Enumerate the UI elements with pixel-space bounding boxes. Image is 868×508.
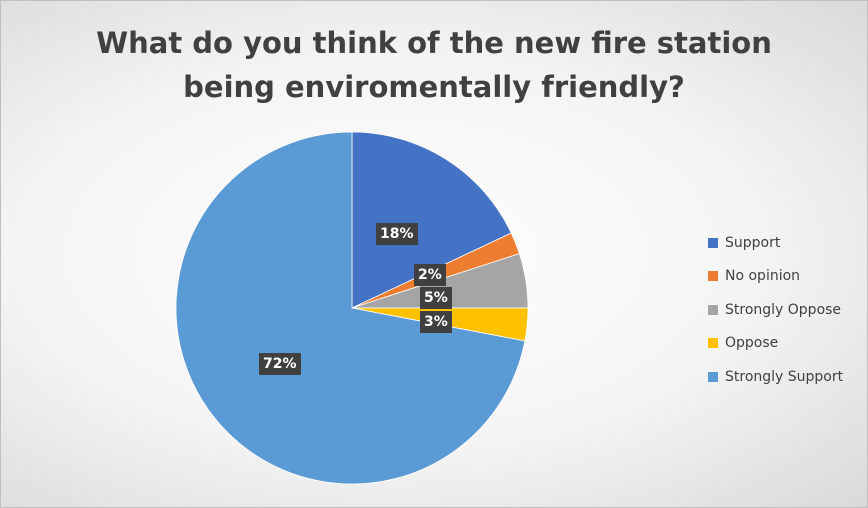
chart-title-line-2: being enviromentally friendly? (183, 70, 685, 104)
legend-swatch (708, 304, 718, 315)
data-label-strongly-support: 72% (259, 353, 301, 375)
legend-item-strongly-support: Strongly Support (708, 360, 843, 394)
legend-swatch (708, 371, 718, 382)
legend-item-support: Support (708, 226, 843, 260)
data-label-no-opinion: 2% (414, 264, 446, 286)
data-label-oppose: 3% (420, 311, 452, 333)
legend-item-oppose: Oppose (708, 327, 843, 361)
legend-swatch (708, 237, 718, 248)
legend-label: Strongly Oppose (725, 301, 842, 318)
legend-swatch (708, 271, 718, 282)
chart-title-line-1: What do you think of the new fire statio… (96, 26, 772, 60)
legend-item-no-opinion: No opinion (708, 260, 843, 294)
legend-label: No opinion (725, 268, 801, 285)
pie-slice-strongly-support (175, 131, 526, 485)
pie-slice-support (351, 131, 512, 309)
legend-label: Strongly Support (725, 368, 844, 385)
legend-swatch (708, 338, 718, 349)
legend-label: Oppose (725, 335, 779, 352)
data-label-strongly-oppose: 5% (420, 287, 452, 309)
legend-label: Support (725, 234, 781, 251)
chart-title: What do you think of the new fire statio… (1, 21, 867, 109)
legend-item-strongly-oppose: Strongly Oppose (708, 293, 843, 327)
data-label-support: 18% (376, 223, 418, 245)
legend: Support No opinion Strongly Oppose Oppose St… (708, 226, 843, 394)
